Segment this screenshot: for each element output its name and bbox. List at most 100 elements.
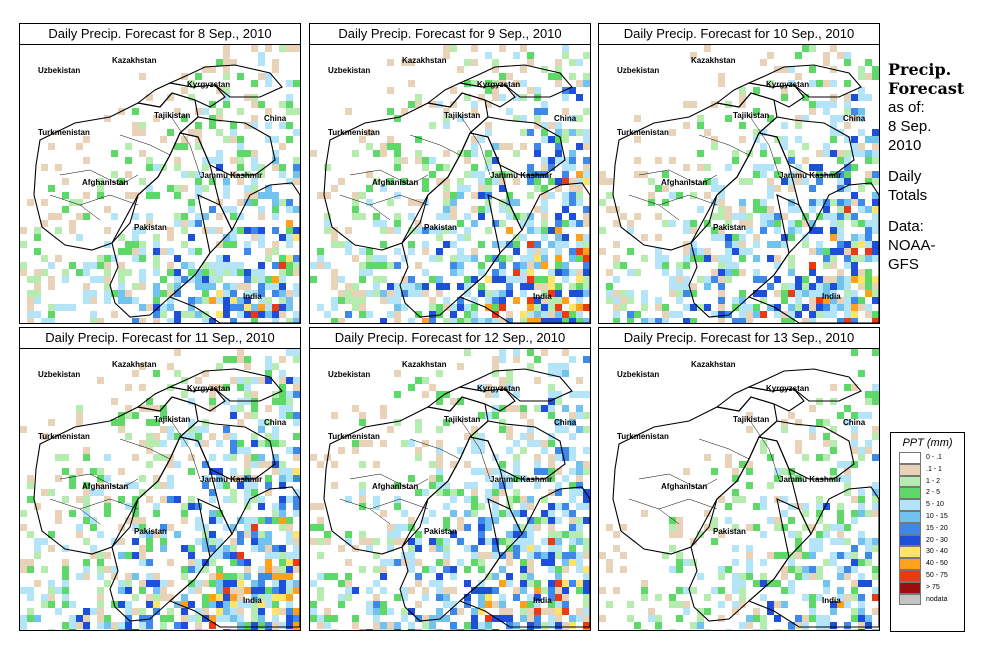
precip-cell bbox=[732, 489, 739, 496]
precip-cell bbox=[781, 178, 788, 185]
precip-cell bbox=[118, 468, 125, 475]
precip-cell bbox=[286, 206, 293, 213]
precip-cell bbox=[464, 461, 471, 468]
precip-cell bbox=[478, 192, 485, 199]
precip-cell bbox=[809, 538, 816, 545]
precip-cell bbox=[627, 248, 634, 255]
precip-cell bbox=[209, 468, 216, 475]
country-border bbox=[688, 436, 812, 622]
precip-cell bbox=[865, 412, 872, 419]
precip-cell bbox=[429, 276, 436, 283]
precip-cell bbox=[683, 164, 690, 171]
precip-cell bbox=[195, 311, 202, 318]
precip-cell bbox=[202, 370, 209, 377]
precip-cell bbox=[548, 545, 555, 552]
country-border bbox=[458, 182, 590, 323]
precip-cell bbox=[34, 311, 41, 318]
precip-cell bbox=[562, 629, 569, 630]
precip-cell bbox=[662, 318, 669, 323]
precip-cell bbox=[844, 419, 851, 426]
precip-cell bbox=[251, 629, 258, 630]
precip-cell bbox=[746, 524, 753, 531]
legend-item: > 75 bbox=[899, 581, 964, 594]
precip-cell bbox=[851, 276, 858, 283]
precip-cell bbox=[97, 276, 104, 283]
precip-cell bbox=[408, 59, 415, 66]
precip-cell bbox=[415, 136, 422, 143]
precip-cell bbox=[576, 405, 583, 412]
precip-cell bbox=[527, 297, 534, 304]
precip-cell bbox=[345, 531, 352, 538]
precip-cell bbox=[181, 220, 188, 227]
precip-cell bbox=[492, 318, 499, 323]
precip-cell bbox=[851, 566, 858, 573]
precip-cell bbox=[816, 290, 823, 297]
precip-cell bbox=[858, 615, 865, 622]
precip-cell bbox=[576, 587, 583, 594]
precip-cell bbox=[760, 59, 767, 66]
precip-cell bbox=[471, 482, 478, 489]
precip-cell bbox=[429, 297, 436, 304]
precip-cell bbox=[97, 601, 104, 608]
precip-cell bbox=[125, 412, 132, 419]
precip-cell bbox=[613, 318, 620, 323]
precip-cell bbox=[55, 227, 62, 234]
map-label-tajikistan: Tajikistan bbox=[154, 415, 190, 424]
precip-cell bbox=[132, 552, 139, 559]
precip-cell bbox=[718, 297, 725, 304]
precip-cell bbox=[62, 587, 69, 594]
precip-cell bbox=[541, 318, 548, 323]
precip-cell bbox=[373, 601, 380, 608]
precip-cell bbox=[181, 171, 188, 178]
precip-cell bbox=[534, 405, 541, 412]
precip-cell bbox=[613, 262, 620, 269]
precip-cell bbox=[401, 587, 408, 594]
precip-cell bbox=[541, 496, 548, 503]
precip-cell bbox=[583, 108, 590, 115]
precip-cell bbox=[760, 150, 767, 157]
precip-cell bbox=[366, 311, 373, 318]
precip-cell bbox=[520, 433, 527, 440]
precip-cell bbox=[27, 290, 34, 297]
precip-cell bbox=[48, 489, 55, 496]
precip-cell bbox=[534, 615, 541, 622]
precip-cell bbox=[718, 573, 725, 580]
precip-cell bbox=[272, 157, 279, 164]
precip-cell bbox=[478, 185, 485, 192]
precip-cell bbox=[872, 318, 879, 323]
precip-cell bbox=[237, 447, 244, 454]
precip-cell bbox=[188, 297, 195, 304]
precip-cell bbox=[844, 157, 851, 164]
precip-cell bbox=[125, 629, 132, 630]
precip-cell bbox=[478, 594, 485, 601]
precip-cell bbox=[387, 136, 394, 143]
precip-cell bbox=[359, 531, 366, 538]
precip-cell bbox=[583, 447, 590, 454]
precip-cell bbox=[562, 164, 569, 171]
precip-cell bbox=[293, 164, 300, 171]
precip-cell bbox=[230, 283, 237, 290]
precip-cell bbox=[858, 622, 865, 629]
precip-cell bbox=[711, 255, 718, 262]
precip-cell bbox=[237, 213, 244, 220]
precip-cell bbox=[272, 608, 279, 615]
precip-cell bbox=[872, 391, 879, 398]
precip-cell bbox=[97, 559, 104, 566]
data-source-line1: NOAA- bbox=[888, 237, 936, 254]
data-source-line2: GFS bbox=[888, 256, 919, 273]
precip-cell bbox=[139, 122, 146, 129]
precip-cell bbox=[195, 629, 202, 630]
precip-cell bbox=[858, 370, 865, 377]
precip-cell bbox=[583, 157, 590, 164]
precip-cell bbox=[872, 398, 879, 405]
precip-cell bbox=[555, 391, 562, 398]
precip-cell bbox=[188, 80, 195, 87]
precip-cell bbox=[471, 297, 478, 304]
precip-cell bbox=[310, 615, 317, 622]
precip-cell bbox=[251, 538, 258, 545]
precip-cell bbox=[181, 87, 188, 94]
precip-cell bbox=[436, 248, 443, 255]
precip-cell bbox=[648, 192, 655, 199]
precip-cell bbox=[613, 545, 620, 552]
precip-cell bbox=[548, 489, 555, 496]
